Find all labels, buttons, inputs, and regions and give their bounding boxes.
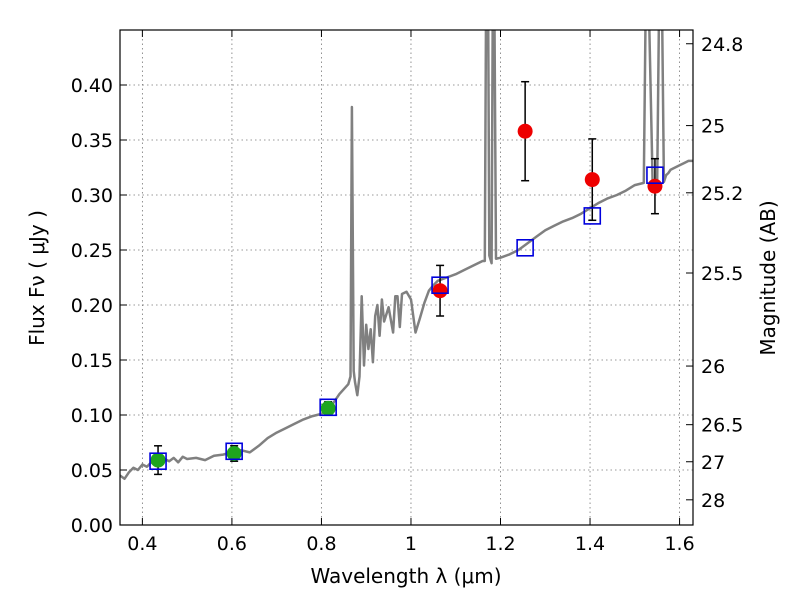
axis-ticks: 0.4 0.6 0.8 1 1.2 1.4 1.6 0.00 0.05 0.10 0.15 0.20 0… <box>71 30 743 555</box>
grid <box>120 30 693 525</box>
plot-frame <box>119 29 694 526</box>
error-bars <box>154 80 659 476</box>
red-point <box>647 178 663 194</box>
model-photometry-square <box>583 207 602 225</box>
y-tick-label: 0.05 <box>71 460 113 482</box>
x-tick-label: 1.2 <box>485 533 515 555</box>
model-photometry-square <box>225 442 243 461</box>
red-point <box>432 283 448 299</box>
model-photometry-square <box>516 239 534 257</box>
right-tick-label: 24.8 <box>701 34 743 56</box>
right-tick-label: 25.5 <box>701 263 743 285</box>
y-tick-label: 0.40 <box>71 75 113 97</box>
right-tick-label: 25.2 <box>701 183 743 205</box>
y-tick-label: 0.10 <box>71 405 113 427</box>
x-tick-label: 0.4 <box>127 533 157 555</box>
x-tick-label: 1.6 <box>664 533 694 555</box>
green-point <box>320 400 336 416</box>
model-photometry-square <box>646 166 664 184</box>
red-point <box>584 172 600 188</box>
y-axis-title: Flux Fν ( μJy ) <box>25 210 49 346</box>
right-tick-label: 26 <box>701 356 725 378</box>
x-axis-title: Wavelength λ (μm) <box>310 564 501 588</box>
x-tick-label: 1 <box>405 533 417 555</box>
y-tick-label: 0.25 <box>71 240 113 262</box>
x-tick-label: 1.4 <box>575 533 605 555</box>
right-tick-label: 26.5 <box>701 415 743 437</box>
green-point <box>226 446 242 461</box>
red-point <box>517 123 533 139</box>
model-spectrum <box>120 30 693 481</box>
y-tick-label: 0.35 <box>71 130 113 152</box>
y-tick-label: 0.15 <box>71 350 113 372</box>
model-spectrum-line <box>120 30 693 481</box>
y-tick-label: 0.20 <box>71 295 113 317</box>
right-tick-label: 25 <box>701 116 725 138</box>
model-photometry-square <box>431 276 449 295</box>
right-axis-title: Magnitude (AB) <box>756 200 780 355</box>
model-photometry-square <box>149 452 167 471</box>
right-tick-label: 27 <box>701 452 725 474</box>
y-tick-label: 0.30 <box>71 185 113 207</box>
y-tick-label: 0.00 <box>71 515 113 537</box>
model-photometry-square <box>319 398 337 417</box>
x-tick-label: 0.6 <box>217 533 247 555</box>
right-tick-label: 28 <box>701 490 725 512</box>
x-tick-label: 0.8 <box>306 533 336 555</box>
green-point <box>150 452 166 468</box>
data-markers <box>149 123 664 471</box>
